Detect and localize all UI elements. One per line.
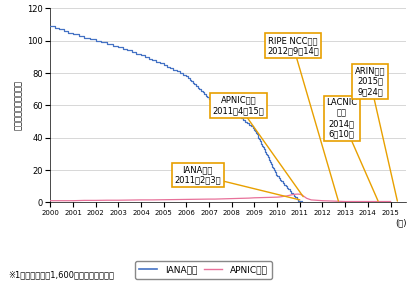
Legend: IANA在庫, APNIC在庫: IANA在庫, APNIC在庫 <box>135 261 272 279</box>
Text: RIPE NCC果渴
2012年9月14日: RIPE NCC果渴 2012年9月14日 <box>267 36 339 201</box>
Text: APNIC果渴
2011年4月15日: APNIC果渴 2011年4月15日 <box>213 96 303 197</box>
Text: LACNIC
果渴
2014年
6月10日: LACNIC 果渴 2014年 6月10日 <box>326 98 378 201</box>
Text: ※1ブロックは約1,600万のアドレス数。: ※1ブロックは約1,600万のアドレス数。 <box>8 271 114 280</box>
Y-axis label: アドレスブロックの数: アドレスブロックの数 <box>14 80 23 130</box>
Text: ARIN果渴
2015年
9月24日: ARIN果渴 2015年 9月24日 <box>355 66 397 201</box>
Text: IANA果渴
2011年2月3日: IANA果渴 2011年2月3日 <box>174 165 300 200</box>
Text: (年): (年) <box>395 219 406 228</box>
